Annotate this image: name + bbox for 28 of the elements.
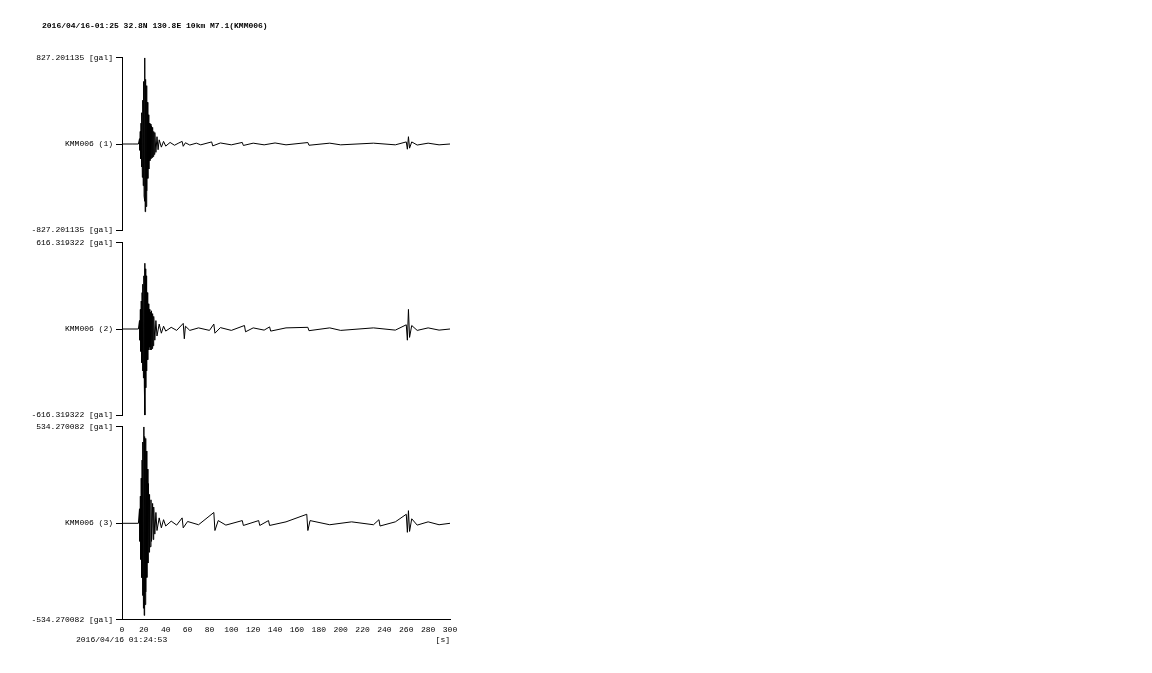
- y-tick-label: KMM006 (3): [64, 518, 113, 528]
- y-tick-label: 534.270082 [gal]: [36, 421, 113, 431]
- x-tick-label: 160: [289, 624, 305, 634]
- x-tick-label: 180: [311, 624, 327, 634]
- x-tick-label: 220: [355, 624, 370, 634]
- x-axis-title: [s]: [435, 635, 450, 645]
- y-tick-label: KMM006 (2): [64, 324, 113, 334]
- x-tick-label: 20: [139, 624, 149, 634]
- x-tick-label: 140: [267, 624, 283, 634]
- x-tick-label: 280: [420, 624, 436, 634]
- y-tick-label: -616.319322 [gal]: [31, 410, 113, 420]
- y-tick-label: -827.201135 [gal]: [31, 225, 113, 235]
- x-tick-label: 260: [399, 624, 414, 634]
- x-tick-label: 60: [182, 624, 193, 634]
- y-tick-label: -534.270082 [gal]: [31, 614, 113, 624]
- x-tick-label: 0: [119, 624, 125, 634]
- y-tick-label: 616.319322 [gal]: [36, 237, 113, 247]
- x-tick-label: 100: [224, 624, 239, 634]
- y-tick-label: KMM006 (1): [64, 139, 113, 149]
- x-tick-label: 40: [160, 624, 171, 634]
- text: 2016/04/16 01:24:53: [76, 635, 168, 644]
- x-tick-label: 80: [204, 624, 215, 634]
- x-tick-label: 120: [246, 624, 261, 634]
- x-tick-label: 300: [442, 624, 458, 634]
- y-tick-label: 827.201135 [gal]: [36, 52, 113, 62]
- chart-title: 2016/04/16-01:25 32.8N 130.8E 10km M7.1(KMM006): [42, 21, 268, 30]
- x-tick-label: 200: [333, 624, 349, 634]
- x-tick-label: 240: [377, 624, 392, 634]
